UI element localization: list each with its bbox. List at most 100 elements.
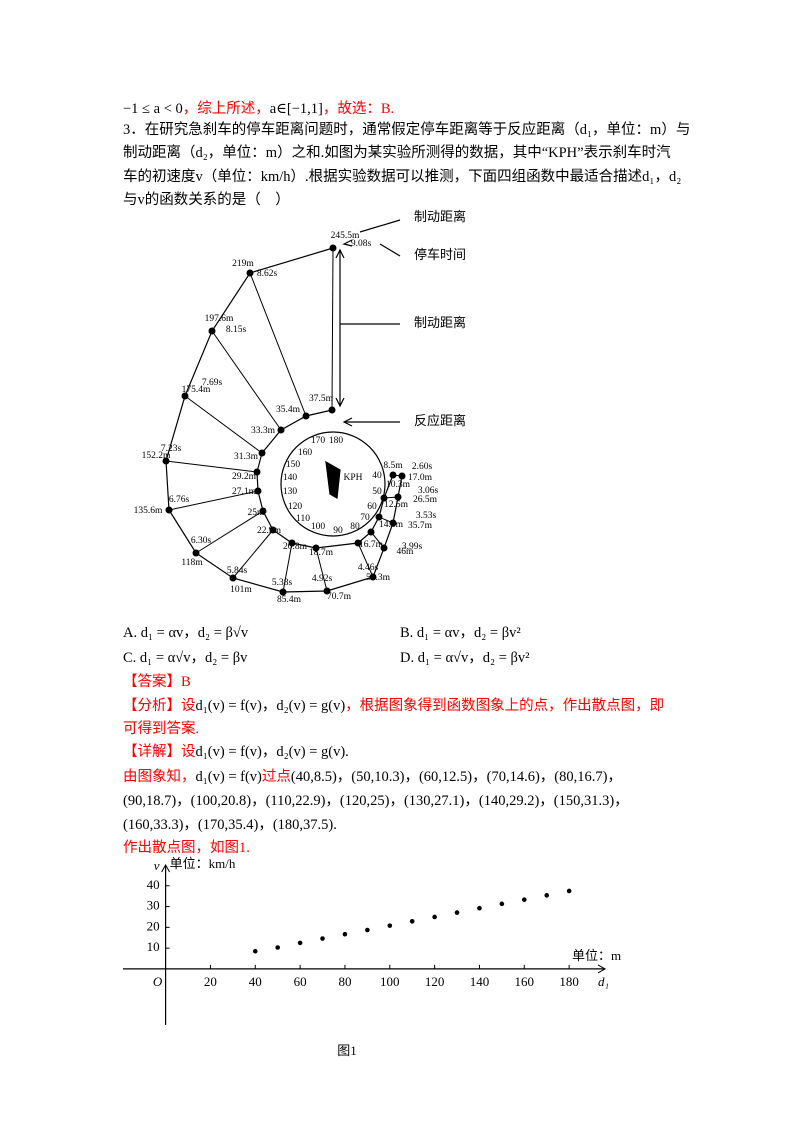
figure-label: 101m bbox=[230, 585, 252, 595]
x-tick-label: 140 bbox=[470, 974, 490, 989]
x-label: 单位：m bbox=[572, 948, 621, 963]
figure-label: 135.6m bbox=[134, 506, 163, 516]
y-tick-label: 30 bbox=[147, 898, 160, 913]
outer-dot bbox=[192, 549, 200, 557]
x-tick-label: 60 bbox=[294, 974, 307, 989]
arrow-head bbox=[335, 397, 345, 408]
point bbox=[521, 897, 527, 903]
figure-label: 33.3m bbox=[251, 426, 276, 436]
point bbox=[566, 888, 572, 894]
figure-label: 20.8m bbox=[283, 542, 308, 552]
text-segment: 过点 bbox=[261, 769, 291, 785]
text-segment: 【详解】设 bbox=[123, 744, 196, 760]
inner-dot bbox=[354, 539, 362, 547]
needle bbox=[325, 460, 341, 499]
radial-line bbox=[232, 529, 274, 579]
figure-label: 40 bbox=[372, 471, 382, 481]
x-symbol: d₁ bbox=[598, 974, 609, 989]
figure-label: 180 bbox=[329, 436, 344, 446]
x-tick-label: 40 bbox=[249, 974, 262, 989]
x-tick-label: 80 bbox=[338, 974, 351, 989]
figure-label: 152.2m bbox=[142, 451, 171, 461]
figure-label: 16.7m bbox=[359, 540, 384, 550]
text-line: 【详解】设d₁(v) = f(v)，d₂(v) = g(v). bbox=[123, 742, 349, 762]
annotation: 制动距离 bbox=[414, 315, 466, 330]
text-line: 【分析】设d₁(v) = f(v)，d₂(v) = g(v)，根据图象得到函数图… bbox=[123, 696, 664, 716]
point bbox=[454, 910, 460, 915]
center-label: KPH bbox=[343, 473, 362, 483]
text-line: 可得到答案. bbox=[123, 719, 199, 739]
point bbox=[409, 919, 415, 924]
figure-label: 46m bbox=[397, 547, 415, 557]
text-segment: −1 ≤ a < 0 bbox=[123, 101, 183, 117]
point bbox=[252, 948, 258, 954]
inner-dot bbox=[312, 544, 320, 552]
figure-label: 5.38s bbox=[272, 578, 293, 588]
y-label: 单位：km/h bbox=[170, 856, 236, 871]
x-tick-label: 20 bbox=[204, 974, 217, 989]
figure-label: 175.4m bbox=[182, 385, 211, 395]
figure-label: 60 bbox=[367, 502, 377, 512]
axis-arrow bbox=[161, 863, 171, 873]
text-line: C. d₁ = α√v，d₂ = βv bbox=[123, 650, 248, 666]
radial-line bbox=[315, 547, 328, 592]
figure-label: 35.4m bbox=[276, 405, 301, 415]
text-segment: d₁(v) = f(v)，d₂(v) = g(v) bbox=[195, 698, 346, 714]
figure-label: 85.4m bbox=[277, 595, 302, 605]
figure-label: 4.46s bbox=[358, 563, 379, 573]
inner-dot bbox=[380, 494, 388, 502]
text-line: 3．在研究急刹车的停车距离问题时，通常假定停车距离等于反应距离（d₁，单位：m）… bbox=[123, 122, 691, 138]
outer-dot bbox=[323, 587, 331, 595]
figure-label: 35.7m bbox=[408, 521, 433, 531]
annotation: 停车时间 bbox=[414, 247, 466, 262]
arrow-head bbox=[335, 248, 345, 259]
text-segment: (160,33.3)，(170,35.4)，(180,37.5). bbox=[123, 817, 337, 833]
origin-label: O bbox=[153, 974, 163, 989]
figure-label: 4.92s bbox=[312, 574, 333, 584]
outer-dot bbox=[165, 506, 173, 514]
figure-label: 219m bbox=[232, 259, 254, 269]
outer-dot bbox=[329, 244, 337, 252]
figure-label: 70.7m bbox=[327, 592, 352, 602]
figure-label: 3.06s bbox=[418, 486, 439, 496]
figure-label: 197.6m bbox=[205, 314, 234, 324]
text-line: A. d₁ = αv，d₂ = β√v bbox=[123, 625, 249, 641]
figure-label: 14.6m bbox=[379, 520, 404, 530]
figure-label: 5.84s bbox=[227, 566, 248, 576]
figure-label: 170 bbox=[311, 436, 326, 446]
inner-dot bbox=[277, 426, 285, 434]
text-line: 作出散点图，如图1. bbox=[123, 838, 250, 858]
figure-label: 25m bbox=[248, 508, 266, 518]
figure-label: 80 bbox=[350, 522, 360, 532]
text-line: (160,33.3)，(170,35.4)，(180,37.5). bbox=[123, 815, 337, 835]
axis-arrow bbox=[597, 964, 607, 974]
text-segment: d₁(v) = f(v) bbox=[195, 769, 262, 785]
outer-dot bbox=[229, 574, 237, 582]
figure-label: 90 bbox=[333, 526, 343, 536]
radial-line bbox=[331, 247, 334, 411]
text-segment: (40,8.5)，(50,10.3)，(60,12.5)，(70,14.6)，(… bbox=[290, 769, 622, 785]
pointer bbox=[359, 219, 401, 233]
x-tick-label: 160 bbox=[515, 974, 535, 989]
outer-dot bbox=[181, 392, 189, 400]
figure-label: 6.30s bbox=[191, 536, 212, 546]
point bbox=[342, 931, 348, 937]
figure-label: 6.76s bbox=[169, 495, 190, 505]
figure-label: 8.62s bbox=[257, 269, 278, 279]
point bbox=[320, 936, 325, 941]
figure-label: 120 bbox=[288, 502, 303, 512]
text-segment: 【答案】B bbox=[123, 674, 191, 690]
inner-dot bbox=[389, 471, 397, 479]
figure-label: 140 bbox=[283, 473, 298, 483]
text-line: 制动距离（d₂，单位：m）之和.如图为某实验所测得的数据，其中“KPH”表示刹车… bbox=[123, 145, 671, 161]
figure-label: 8.5m bbox=[383, 461, 403, 471]
text-line: 由图象知，d₁(v) = f(v)过点(40,8.5)，(50,10.3)，(6… bbox=[123, 767, 622, 787]
figure-label: 7.69s bbox=[202, 378, 223, 388]
inner-dot bbox=[258, 449, 266, 457]
inner-dot bbox=[259, 507, 267, 515]
text-segment: 由图象知， bbox=[123, 769, 196, 785]
inner-dot bbox=[367, 528, 375, 536]
